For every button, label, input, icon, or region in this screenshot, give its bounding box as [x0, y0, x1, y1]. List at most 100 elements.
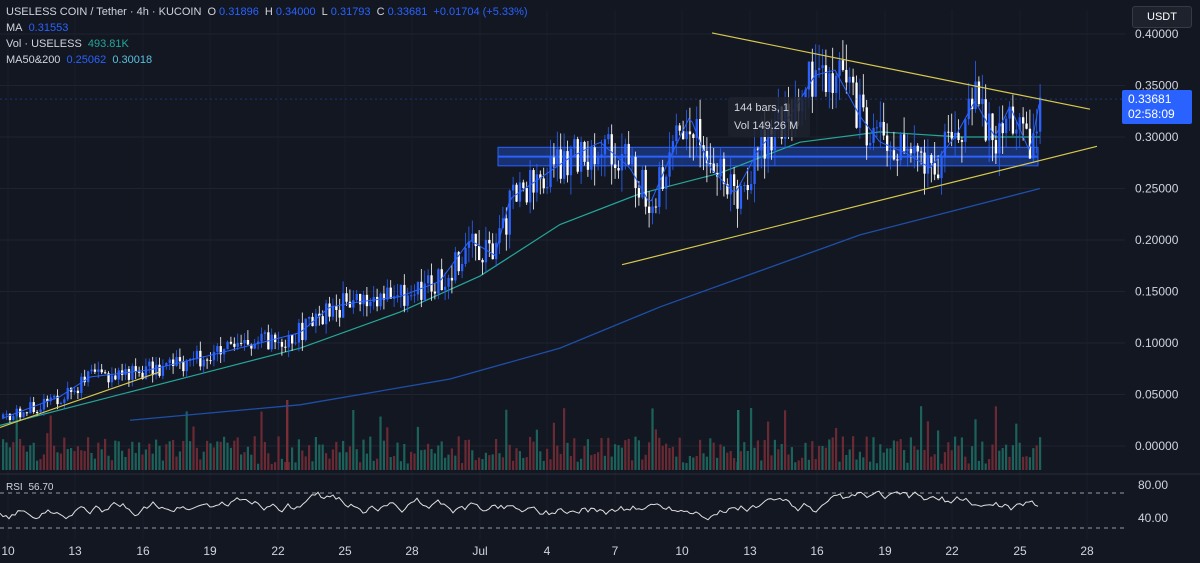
x-tick-label: 10 — [1, 544, 15, 558]
volume-bar — [508, 444, 511, 470]
candle-body — [359, 293, 362, 305]
volume-bar — [501, 457, 504, 470]
candle-body — [685, 131, 688, 140]
volume-bar — [722, 446, 725, 470]
volume-bar — [182, 440, 185, 470]
volume-bar — [593, 454, 596, 470]
volume-bar — [583, 445, 586, 470]
candle-body — [250, 344, 253, 349]
volume-bar — [597, 452, 600, 470]
volume-bar — [737, 410, 740, 470]
candle-body — [270, 334, 273, 350]
x-tick-label: 16 — [136, 544, 150, 558]
volume-bar — [304, 456, 307, 470]
candle-body — [821, 65, 824, 69]
volume-bar — [777, 449, 780, 470]
volume-bar — [933, 454, 936, 470]
volume-bar — [824, 447, 827, 470]
volume-bar — [505, 409, 508, 470]
candle-body — [90, 369, 93, 372]
candle-body — [76, 390, 80, 394]
ma-header[interactable]: MA 0.31553 — [6, 22, 71, 35]
candle-body — [155, 364, 158, 376]
volume-bar — [739, 451, 742, 470]
volume-bar — [250, 454, 253, 470]
candle-body — [127, 369, 131, 380]
volume-bar — [393, 456, 396, 470]
volume-bar — [763, 440, 766, 470]
x-tick-label: 22 — [945, 544, 959, 558]
volume-bar — [175, 456, 178, 470]
volume-bar — [474, 460, 477, 470]
currency-unit-badge[interactable]: USDT — [1132, 6, 1192, 28]
candle-body — [763, 129, 766, 159]
candle-body — [549, 157, 552, 188]
volume-bar — [331, 449, 334, 470]
candle-body — [556, 149, 559, 165]
volume-bar — [447, 454, 450, 470]
candle-body — [522, 182, 525, 188]
candle-body — [73, 390, 76, 392]
candle-body — [280, 342, 284, 347]
volume-bar — [56, 452, 59, 470]
candle-body — [457, 252, 460, 272]
volume-bar — [192, 426, 195, 470]
candle-body — [648, 206, 651, 213]
candle-body — [236, 342, 239, 347]
y-tick-label: 0.40000 — [1135, 27, 1179, 41]
candle-body — [563, 151, 566, 179]
ma200-value: 0.30018 — [112, 54, 153, 66]
candle-body — [617, 168, 620, 171]
volume-bar — [433, 453, 436, 470]
candle-body — [1015, 129, 1018, 134]
volume-bar — [280, 458, 283, 470]
candle-body — [943, 131, 947, 156]
volume-bar — [365, 453, 368, 470]
volume-bar — [107, 455, 110, 470]
volume-bar — [342, 440, 345, 470]
candle-body — [185, 360, 188, 372]
volume-bar — [233, 440, 236, 470]
candle-body — [695, 119, 698, 139]
volume-bar — [746, 450, 749, 470]
rsi-header[interactable]: RSI 56.70 — [6, 481, 56, 494]
volume-bar — [386, 427, 389, 470]
volume-bar — [569, 456, 572, 470]
candle-body — [308, 316, 311, 319]
volume-bar — [352, 409, 355, 470]
volume-bar — [984, 463, 987, 470]
volume-bar — [603, 455, 606, 470]
candle-body — [478, 246, 481, 261]
candle-body — [464, 247, 467, 264]
volume-header[interactable]: Vol · USELESS 493.81K — [6, 38, 132, 51]
candle-body — [634, 156, 637, 189]
candle-body — [1028, 128, 1032, 159]
volume-bar — [892, 440, 895, 470]
bar-countdown: 02:58:09 — [1128, 107, 1175, 121]
volume-bar — [709, 438, 712, 470]
candle-body — [505, 218, 508, 235]
candle-body — [882, 121, 885, 136]
volume-bar — [937, 430, 940, 470]
candle-body — [433, 291, 437, 294]
candle-body — [2, 414, 5, 419]
candle-body — [226, 341, 229, 350]
volume-bar — [899, 439, 902, 470]
volume-bar — [372, 460, 375, 470]
volume-bar — [886, 448, 889, 470]
candle-body — [474, 233, 477, 247]
candle-body — [641, 169, 644, 198]
candle-body — [229, 341, 233, 344]
candle-body — [916, 145, 919, 152]
ma50-200-header[interactable]: MA50&200 0.25062 0.30018 — [6, 54, 155, 67]
volume-bar — [651, 408, 654, 470]
volume-bar — [658, 437, 661, 470]
volume-bar — [682, 462, 685, 470]
x-tick-label: 25 — [1013, 544, 1027, 558]
volume-bar — [165, 444, 168, 470]
volume-bar — [355, 449, 358, 470]
candle-body — [148, 361, 151, 367]
candle-body — [909, 148, 913, 154]
candle-body — [624, 143, 627, 155]
